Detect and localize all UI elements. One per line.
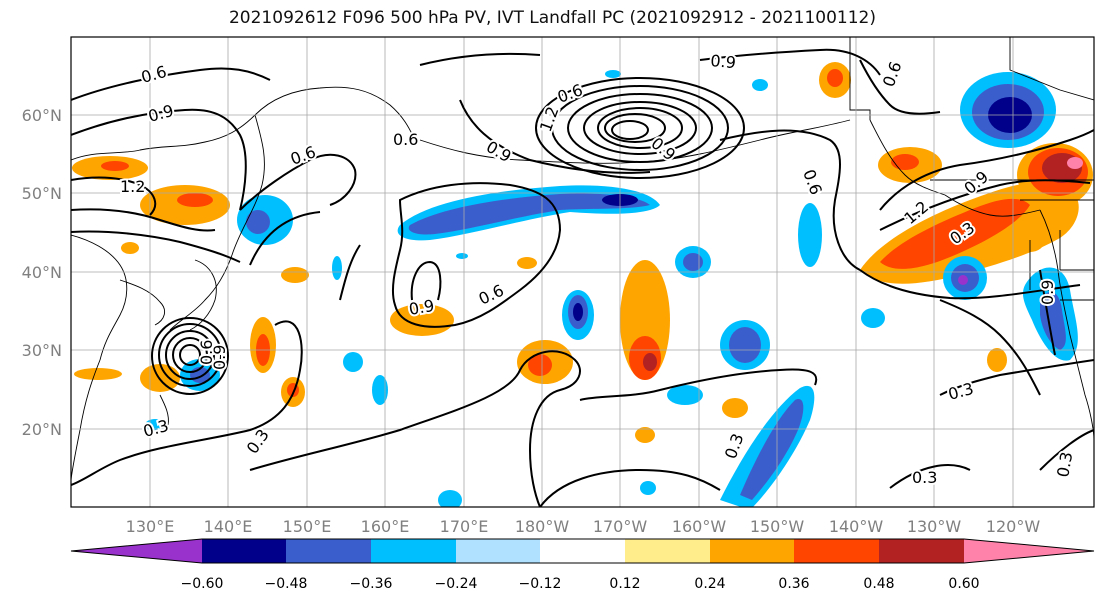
colorbar-tick-label: −0.24 bbox=[435, 576, 478, 592]
lon-label: 180°W bbox=[515, 517, 570, 536]
colorbar-segment bbox=[964, 539, 1094, 563]
lon-label: 150°W bbox=[750, 517, 805, 536]
lat-label: 30°N bbox=[22, 341, 62, 360]
colorbar-segment bbox=[371, 539, 456, 563]
contour-label: 0.9 bbox=[210, 345, 229, 370]
colorbar-segment bbox=[794, 539, 879, 563]
lat-label: 20°N bbox=[22, 420, 62, 439]
map-panel: 0.6 0.9 0.6 0.9 0.6 0.6 1.2 0.9 0.6 0.9 … bbox=[71, 37, 1094, 507]
latitude-labels: 20°N 30°N 40°N 50°N 60°N bbox=[22, 106, 62, 439]
colorbar-tick-label: 0.36 bbox=[778, 576, 809, 592]
colorbar-segment bbox=[286, 539, 371, 563]
colorbar-segment bbox=[71, 539, 202, 563]
colorbar-tick-label: 0.12 bbox=[609, 576, 640, 592]
colorbar-segment bbox=[879, 539, 964, 563]
contour-label: 0.9 bbox=[1038, 280, 1057, 305]
colorbar-segments bbox=[70, 538, 1095, 564]
colorbar-tick-label: 0.24 bbox=[694, 576, 725, 592]
contour-label: 0.9 bbox=[407, 296, 435, 319]
map-frame bbox=[70, 36, 1095, 508]
colorbar-tick-label: 0.60 bbox=[948, 576, 979, 592]
colorbar-tick-labels: −0.60 −0.48 −0.36 −0.24 −0.12 0.12 0.24 … bbox=[181, 576, 980, 592]
colorbar-outline bbox=[70, 538, 1095, 564]
colorbar: −0.60 −0.48 −0.36 −0.24 −0.12 0.12 0.24 … bbox=[70, 538, 1095, 592]
lon-label: 130°W bbox=[907, 517, 962, 536]
lon-label: 150°E bbox=[283, 517, 332, 536]
contour-label: 0.9 bbox=[710, 51, 737, 72]
contour-label: 0.6 bbox=[393, 130, 418, 149]
contour-label: 1.2 bbox=[120, 177, 145, 196]
lon-label: 160°W bbox=[672, 517, 727, 536]
colorbar-tick-label: −0.48 bbox=[265, 576, 308, 592]
lat-label: 40°N bbox=[22, 263, 62, 282]
pv-contours bbox=[71, 48, 1094, 507]
colorbar-tick-label: −0.12 bbox=[519, 576, 562, 592]
contour-label: 0.3 bbox=[912, 468, 937, 487]
colorbar-segment bbox=[710, 539, 794, 563]
colorbar-tick-label: 0.48 bbox=[863, 576, 894, 592]
colorbar-segment bbox=[456, 539, 540, 563]
map-title: 2021092612 F096 500 hPa PV, IVT Landfall… bbox=[228, 8, 876, 28]
lon-label: 140°W bbox=[829, 517, 884, 536]
lon-label: 140°E bbox=[204, 517, 253, 536]
colorbar-segment bbox=[625, 539, 710, 563]
colorbar-segment bbox=[540, 539, 625, 563]
lon-label: 160°E bbox=[361, 517, 410, 536]
lon-label: 130°E bbox=[126, 517, 175, 536]
colorbar-tick-label: −0.36 bbox=[350, 576, 393, 592]
colorbar-segment bbox=[202, 539, 286, 563]
lon-label: 170°W bbox=[593, 517, 648, 536]
lat-label: 50°N bbox=[22, 184, 62, 203]
lon-label: 120°W bbox=[986, 517, 1041, 536]
longitude-labels: 130°E 140°E 150°E 160°E 170°E 180°W 170°… bbox=[126, 517, 1041, 536]
lon-label: 170°E bbox=[440, 517, 489, 536]
negative-anomaly-shading bbox=[145, 70, 1078, 507]
contour-label: 0.6 bbox=[197, 340, 216, 365]
colorbar-tick-label: −0.60 bbox=[181, 576, 224, 592]
lat-label: 60°N bbox=[22, 106, 62, 125]
